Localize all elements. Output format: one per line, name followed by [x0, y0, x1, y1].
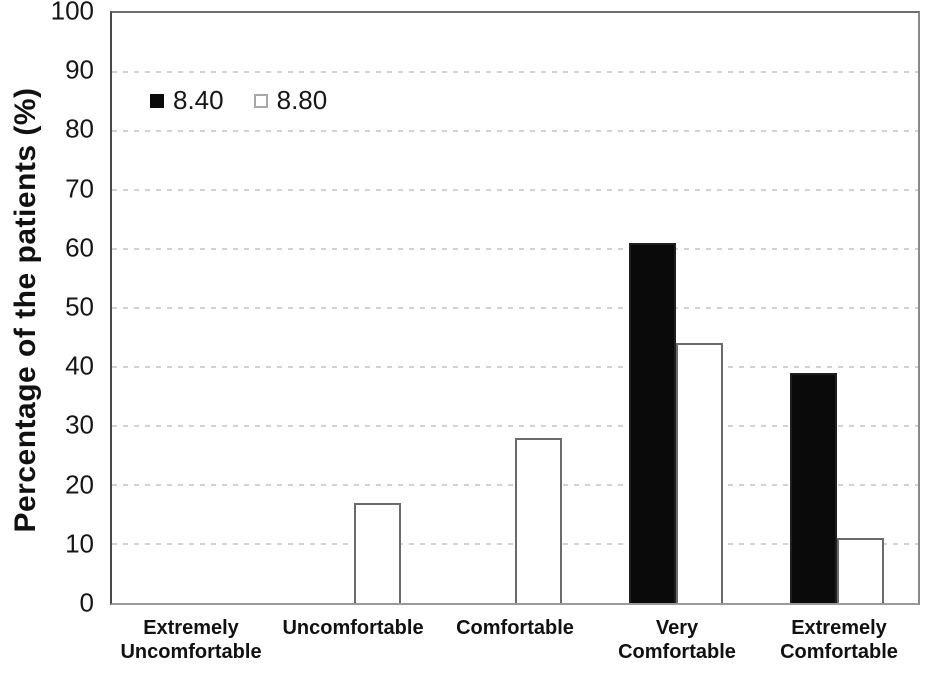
- x-label-0: Extremely Uncomfortable: [120, 617, 262, 663]
- bar-series-8.80-cat-1: [353, 502, 401, 603]
- bar-group-1: [273, 13, 434, 603]
- y-tick-label-40: 40: [65, 350, 94, 381]
- legend-item-8.80: 8.80: [253, 85, 328, 116]
- y-tick-label-20: 20: [65, 469, 94, 500]
- y-tick-label-0: 0: [79, 587, 94, 618]
- gridline-40: [112, 366, 918, 368]
- gridline-80: [112, 130, 918, 132]
- gridline-30: [112, 425, 918, 427]
- gridline-90: [112, 71, 918, 73]
- bar-group-4: [757, 13, 918, 603]
- bar-series-8.40-cat-4: [790, 372, 838, 603]
- x-label-4: Extremely Comfortable: [780, 617, 898, 663]
- x-label-1: Uncomfortable: [282, 617, 424, 639]
- legend-label: 8.80: [276, 85, 328, 115]
- y-tick-label-30: 30: [65, 409, 94, 440]
- bar-series-8.80-cat-2: [514, 437, 562, 603]
- x-axis-labels: Extremely Uncomfortable Uncomfortable Comf…: [110, 616, 920, 664]
- x-label-3: Very Comfortable: [618, 617, 736, 663]
- y-tick-label-90: 90: [65, 54, 94, 85]
- bar-series-8.80-cat-3: [676, 343, 724, 603]
- legend-item-8.40: 8.40: [150, 85, 224, 116]
- gridline-60: [112, 248, 918, 250]
- bar-series-8.40-cat-3: [629, 243, 677, 603]
- gridline-70: [112, 189, 918, 191]
- y-tick-label-70: 70: [65, 173, 94, 204]
- legend-swatch-icon: [253, 93, 268, 108]
- y-axis-ticks: 0 10 20 30 40 50 60 70 80 90 100: [0, 0, 102, 618]
- bar-groups: [112, 13, 918, 603]
- bar-series-8.80-cat-4: [837, 538, 885, 603]
- y-tick-label-80: 80: [65, 113, 94, 144]
- y-tick-label-60: 60: [65, 232, 94, 263]
- plot-area: 8.40 8.80: [110, 11, 920, 605]
- y-tick-label-100: 100: [50, 0, 94, 26]
- gridline-50: [112, 307, 918, 309]
- bar-group-2: [434, 13, 595, 603]
- y-tick-label-10: 10: [65, 528, 94, 559]
- x-label-2: Comfortable: [456, 617, 574, 639]
- legend: 8.40 8.80: [150, 85, 327, 116]
- legend-label: 8.40: [173, 85, 224, 115]
- y-tick-label-50: 50: [65, 291, 94, 322]
- legend-swatch-icon: [150, 93, 164, 108]
- bar-group-3: [596, 13, 757, 603]
